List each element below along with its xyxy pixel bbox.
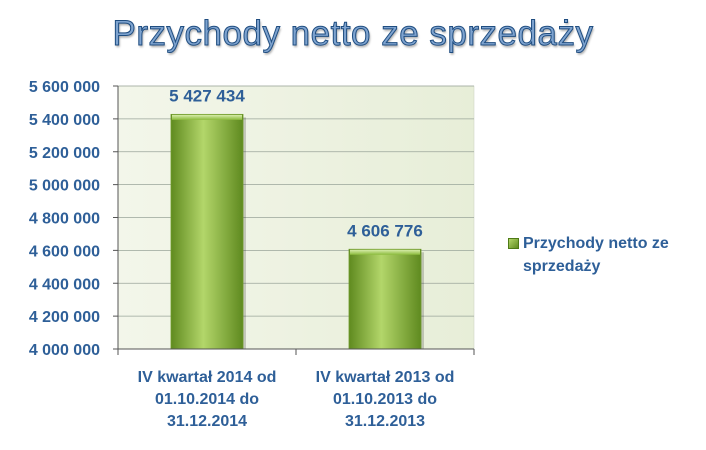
y-tick-label: 4 200 000 xyxy=(29,309,100,326)
y-tick-label: 4 400 000 xyxy=(29,276,100,293)
legend-label: Przychody netto ze sprzedaży xyxy=(523,235,669,275)
data-label: 4 606 776 xyxy=(347,221,423,240)
bars xyxy=(170,113,424,350)
data-label: 5 427 434 xyxy=(169,86,245,105)
bar-highlight xyxy=(350,249,420,255)
y-tick-label: 4 800 000 xyxy=(29,211,100,228)
y-tick-label: 5 600 000 xyxy=(29,79,100,96)
axes xyxy=(113,85,475,355)
x-category-label: 01.10.2013 do xyxy=(333,391,437,408)
x-category-label: 31.12.2013 xyxy=(345,413,425,430)
y-tick-label: 5 000 000 xyxy=(29,178,100,195)
bar-highlight xyxy=(172,114,242,120)
y-tick-label: 5 400 000 xyxy=(29,112,100,129)
y-tick-labels: 4 000 000 4 200 000 4 400 000 4 600 000 4 80… xyxy=(29,79,100,359)
y-tick-label: 5 200 000 xyxy=(29,145,100,162)
y-tick-label: 4 000 000 xyxy=(29,342,100,359)
bar xyxy=(348,248,422,350)
x-category-label: 01.10.2014 do xyxy=(155,391,259,408)
legend-swatch xyxy=(508,238,519,249)
x-category-label: IV kwartał 2013 od xyxy=(316,369,455,386)
data-labels: 5 427 434 4 606 776 xyxy=(169,86,423,240)
bar xyxy=(170,113,244,350)
x-category-label: IV kwartał 2014 od xyxy=(138,369,277,386)
x-category-label: 31.12.2014 xyxy=(167,413,247,430)
x-category-labels: IV kwartał 2014 od 01.10.2014 do 31.12.201… xyxy=(138,369,455,430)
chart-title: Przychody netto ze sprzedaży xyxy=(112,14,594,54)
y-tick-label: 4 600 000 xyxy=(29,243,100,260)
